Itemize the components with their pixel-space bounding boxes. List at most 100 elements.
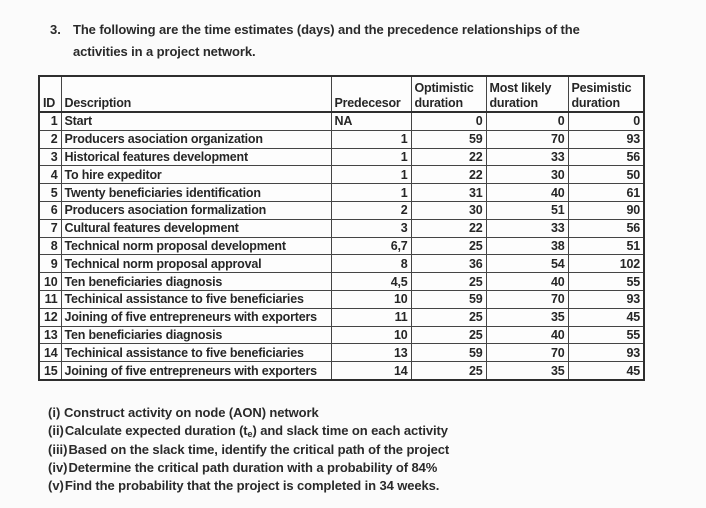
header-optimistic-line1: Optimistic <box>414 81 474 95</box>
cell-pessimistic: 50 <box>567 165 645 185</box>
cell-pessimistic: 56 <box>567 147 645 167</box>
header-most-likely-line2: duration <box>489 96 539 110</box>
cell-id: 9 <box>38 254 62 274</box>
cell-most-likely: 70 <box>485 343 569 363</box>
cell-pessimistic: 56 <box>567 218 645 238</box>
table-row: 11 Techinical assistance to five benefic… <box>38 289 645 309</box>
header-optimistic-line2: duration <box>414 96 464 110</box>
cell-description: Producers asociation organization <box>60 129 332 149</box>
cell-predecessor: NA <box>330 111 412 131</box>
table-row: 3 Historical features development 1 22 3… <box>38 147 645 167</box>
problem-number: 3. <box>50 22 61 37</box>
header-pessimistic-line1: Pesimistic <box>571 81 632 95</box>
cell-optimistic: 25 <box>410 236 487 256</box>
cell-most-likely: 51 <box>485 200 569 220</box>
cell-pessimistic: 55 <box>567 325 645 345</box>
cell-predecessor: 8 <box>330 254 412 274</box>
header-id: ID <box>38 75 62 113</box>
cell-most-likely: 33 <box>485 218 569 238</box>
cell-predecessor: 3 <box>330 218 412 238</box>
cell-id: 8 <box>38 236 62 256</box>
cell-optimistic: 22 <box>410 147 487 167</box>
cell-description: Joining of five entrepreneurs with expor… <box>60 361 332 381</box>
header-most-likely-line1: Most likely <box>489 81 552 95</box>
table-row: 13 Ten beneficiaries diagnosis 10 25 40 … <box>38 325 645 345</box>
cell-most-likely: 70 <box>485 289 569 309</box>
cell-predecessor: 10 <box>330 289 412 309</box>
cell-most-likely: 35 <box>485 361 569 381</box>
cell-optimistic: 30 <box>410 200 487 220</box>
cell-id: 6 <box>38 200 62 220</box>
problem-text: The following are the time estimates (da… <box>73 19 580 63</box>
header-optimistic-duration: Optimistic duration <box>410 75 487 113</box>
cell-id: 14 <box>38 343 62 363</box>
activities-table: ID Description Predecesor Optimistic dur… <box>38 75 645 381</box>
cell-most-likely: 35 <box>485 307 569 327</box>
question-text-main: Calculate expected duration (t <box>64 423 248 439</box>
cell-most-likely: 0 <box>485 111 569 131</box>
cell-optimistic: 59 <box>410 289 487 309</box>
cell-most-likely: 54 <box>485 254 569 274</box>
cell-optimistic: 31 <box>410 183 487 202</box>
table-row: 14 Techinical assistance to five benefic… <box>38 343 645 363</box>
question-marker: (iii) <box>48 441 68 457</box>
question-item: (iv) Determine the critical path duratio… <box>48 459 449 477</box>
question-text: Determine the critical path duration wit… <box>69 459 438 477</box>
header-pessimistic-duration: Pesimistic duration <box>567 75 645 113</box>
cell-description: Technical norm proposal approval <box>60 254 332 274</box>
cell-optimistic: 25 <box>410 361 487 381</box>
cell-description: Techinical assistance to five beneficiar… <box>60 343 332 363</box>
header-pessimistic-line2: duration <box>571 96 621 110</box>
question-text: Based on the slack time, identify the cr… <box>69 441 450 459</box>
question-text-main: Determine the critical path duration wit… <box>68 459 438 475</box>
cell-id: 10 <box>38 272 62 291</box>
cell-most-likely: 38 <box>485 236 569 256</box>
question-text: Construct activity on node (AON) network <box>64 404 319 422</box>
question-marker: (ii) <box>48 423 64 439</box>
table-row: 15 Joining of five entrepreneurs with ex… <box>38 361 645 381</box>
question-item: (i) Construct activity on node (AON) net… <box>48 404 449 422</box>
question-text-subscript: e <box>247 429 253 440</box>
table-header-row: ID Description Predecesor Optimistic dur… <box>38 75 645 113</box>
cell-id: 4 <box>38 165 62 185</box>
question-marker: (i) <box>48 405 61 420</box>
cell-pessimistic: 0 <box>567 111 645 131</box>
cell-pessimistic: 93 <box>567 343 645 363</box>
question-text-main: Construct activity on node (AON) network <box>64 405 319 420</box>
cell-id: 5 <box>38 183 62 202</box>
question-text-main: Based on the slack time, identify the cr… <box>68 441 450 457</box>
table-row: 5 Twenty beneficiaries identification 1 … <box>38 183 645 202</box>
cell-id: 7 <box>38 218 62 238</box>
questions-list: (i) Construct activity on node (AON) net… <box>48 404 449 495</box>
cell-pessimistic: 90 <box>567 200 645 220</box>
cell-pessimistic: 51 <box>567 236 645 256</box>
table-row: 12 Joining of five entrepreneurs with ex… <box>38 307 645 327</box>
cell-description: To hire expeditor <box>60 165 332 185</box>
question-item: (ii) Calculate expected duration (te) an… <box>48 422 449 440</box>
cell-optimistic: 25 <box>410 307 487 327</box>
problem-text-line-2: activities in a project network. <box>73 44 256 59</box>
cell-pessimistic: 102 <box>567 254 645 274</box>
table-row: 10 Ten beneficiaries diagnosis 4,5 25 40… <box>38 272 645 291</box>
cell-description: Ten beneficiaries diagnosis <box>60 272 332 291</box>
cell-description: Cultural features development <box>60 218 332 238</box>
cell-optimistic: 22 <box>410 165 487 185</box>
cell-most-likely: 40 <box>485 183 569 202</box>
cell-id: 15 <box>38 361 62 381</box>
cell-most-likely: 30 <box>485 165 569 185</box>
cell-pessimistic: 55 <box>567 272 645 291</box>
problem-statement: 3. The following are the time estimates … <box>50 19 580 63</box>
cell-predecessor: 10 <box>330 325 412 345</box>
question-text-main: Find the probability that the project is… <box>64 478 440 494</box>
cell-predecessor: 1 <box>330 129 412 149</box>
cell-predecessor: 13 <box>330 343 412 363</box>
cell-id: 3 <box>38 147 62 167</box>
table-row: 6 Producers asociation formalization 2 3… <box>38 200 645 220</box>
cell-predecessor: 6,7 <box>330 236 412 256</box>
question-item: (iii) Based on the slack time, identify … <box>48 441 449 459</box>
cell-optimistic: 59 <box>410 129 487 149</box>
cell-optimistic: 0 <box>410 111 487 131</box>
cell-most-likely: 40 <box>485 325 569 345</box>
table-row: 1 Start NA 0 0 0 <box>38 111 645 131</box>
